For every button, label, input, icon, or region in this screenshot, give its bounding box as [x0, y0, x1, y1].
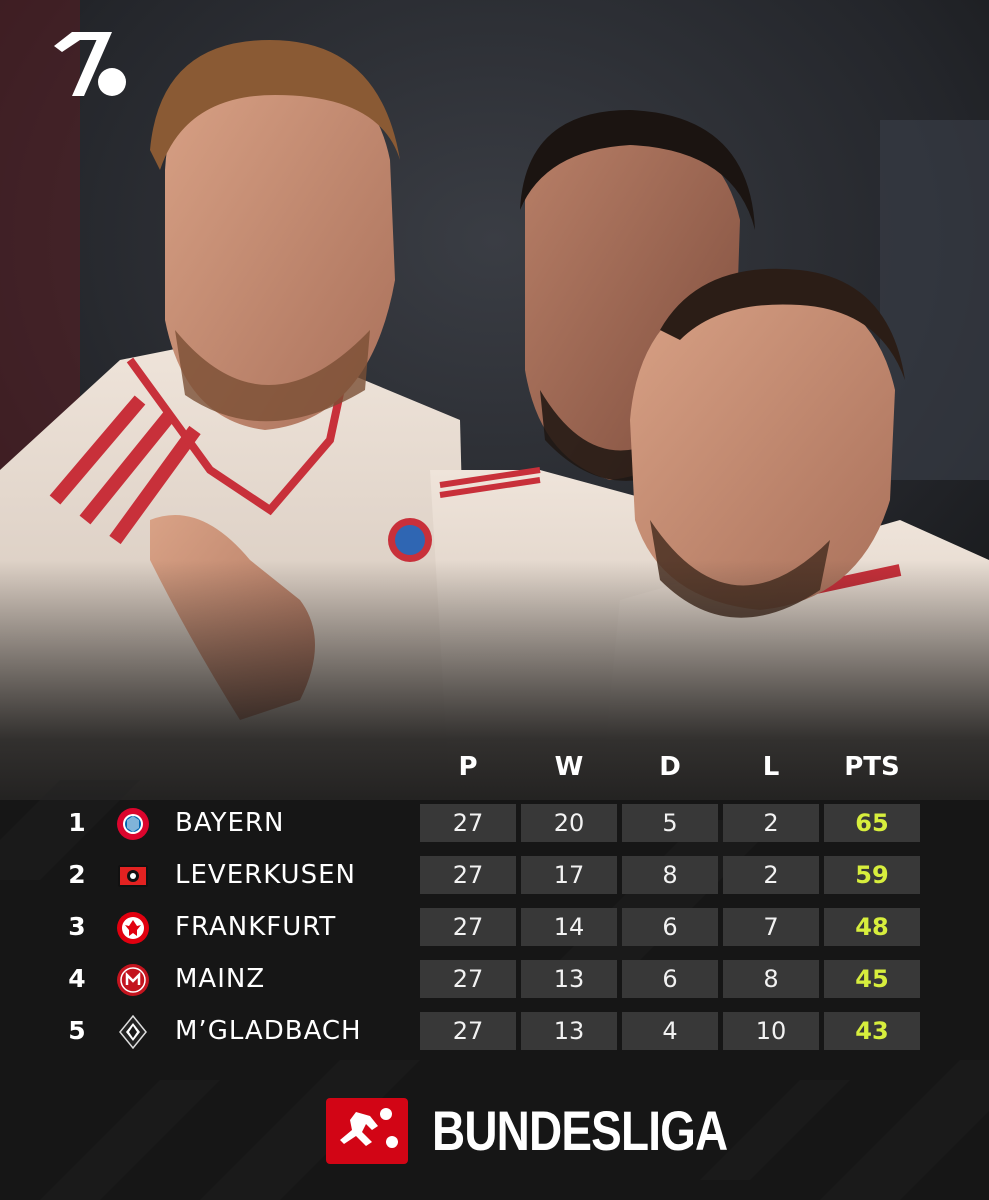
- won-cell: 14: [521, 908, 617, 946]
- table-row: 2 LEVERKUSEN 27 17 8 2 59: [0, 856, 989, 894]
- league-name: BUNDESLIGA: [432, 1099, 728, 1162]
- header-played: P: [458, 752, 478, 782]
- header-points: PTS: [844, 752, 900, 782]
- drawn-cell: 6: [622, 960, 718, 998]
- played-cell: 27: [420, 908, 516, 946]
- drawn-cell: 5: [622, 804, 718, 842]
- rank: 1: [68, 808, 86, 837]
- table-row: 3 FRANKFURT 27 14 6 7 48: [0, 908, 989, 946]
- frankfurt-crest-icon: [117, 912, 149, 944]
- bayern-crest-icon: [117, 808, 149, 840]
- team-name: MAINZ: [175, 964, 266, 994]
- rank: 3: [68, 912, 86, 941]
- mainz-crest-icon: [117, 964, 149, 996]
- header-won: W: [554, 752, 584, 782]
- gladbach-crest-icon: [119, 1015, 147, 1049]
- bundesliga-logo-icon: [326, 1098, 408, 1164]
- played-cell: 27: [420, 1012, 516, 1050]
- won-cell: 13: [521, 1012, 617, 1050]
- drawn-cell: 6: [622, 908, 718, 946]
- won-cell: 13: [521, 960, 617, 998]
- points-cell: 45: [824, 960, 920, 998]
- rank: 4: [68, 964, 86, 993]
- table-row: 5 M’GLADBACH 27 13 4 10 43: [0, 1012, 989, 1050]
- points-cell: 59: [824, 856, 920, 894]
- lost-cell: 10: [723, 1012, 819, 1050]
- header-lost: L: [762, 752, 780, 782]
- played-cell: 27: [420, 856, 516, 894]
- lost-cell: 7: [723, 908, 819, 946]
- points-cell: 43: [824, 1012, 920, 1050]
- played-cell: 27: [420, 960, 516, 998]
- table-row: 4 MAINZ 27 13 6 8 45: [0, 960, 989, 998]
- table-row: 1 BAYERN 27 20 5 2 65: [0, 804, 989, 842]
- lost-cell: 8: [723, 960, 819, 998]
- team-name: M’GLADBACH: [175, 1016, 362, 1046]
- rank: 5: [68, 1016, 86, 1045]
- header-drawn: D: [659, 752, 681, 782]
- leverkusen-crest-icon: [118, 865, 148, 887]
- onefootball-logo-icon: [54, 32, 126, 96]
- won-cell: 20: [521, 804, 617, 842]
- won-cell: 17: [521, 856, 617, 894]
- lost-cell: 2: [723, 856, 819, 894]
- background-texture: [0, 780, 989, 1200]
- rank: 2: [68, 860, 86, 889]
- team-name: FRANKFURT: [175, 912, 337, 942]
- team-name: BAYERN: [175, 808, 285, 838]
- lost-cell: 2: [723, 804, 819, 842]
- league-footer: BUNDESLIGA: [0, 1096, 989, 1166]
- drawn-cell: 8: [622, 856, 718, 894]
- played-cell: 27: [420, 804, 516, 842]
- drawn-cell: 4: [622, 1012, 718, 1050]
- points-cell: 48: [824, 908, 920, 946]
- team-name: LEVERKUSEN: [175, 860, 356, 890]
- points-cell: 65: [824, 804, 920, 842]
